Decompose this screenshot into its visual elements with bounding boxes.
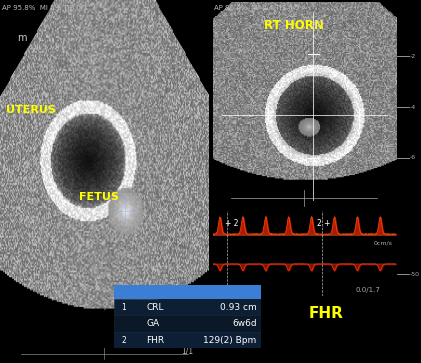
Text: UTERUS: UTERUS xyxy=(6,105,56,115)
Text: 6w6d: 6w6d xyxy=(232,319,256,328)
Text: m: m xyxy=(313,19,323,29)
Text: 0cm/s: 0cm/s xyxy=(374,240,393,245)
Text: 129(2) Bpm: 129(2) Bpm xyxy=(203,336,256,345)
Text: m: m xyxy=(17,33,26,43)
Text: 1/1: 1/1 xyxy=(182,347,194,356)
Bar xyxy=(114,332,261,348)
Text: GA: GA xyxy=(146,319,159,328)
Text: 1/1: 1/1 xyxy=(378,145,390,154)
Text: AP 96.4%  MI 0.4 TIS 0.5: AP 96.4% MI 0.4 TIS 0.5 xyxy=(214,5,300,11)
Text: -2: -2 xyxy=(410,54,416,59)
Bar xyxy=(114,315,261,332)
Text: 0.0/1.7: 0.0/1.7 xyxy=(355,287,380,293)
Text: 2 +: 2 + xyxy=(317,219,330,228)
Text: -4: -4 xyxy=(410,105,416,110)
Text: 1: 1 xyxy=(121,303,126,312)
Text: FETUS: FETUS xyxy=(79,192,119,203)
Text: 2: 2 xyxy=(121,336,126,345)
Text: -6: -6 xyxy=(410,155,416,160)
Text: AP 95.8%  MI 0.5 TIS 0.1: AP 95.8% MI 0.5 TIS 0.1 xyxy=(2,5,88,12)
Text: FHR: FHR xyxy=(309,306,344,322)
Text: + 2: + 2 xyxy=(225,219,239,228)
Text: CRL: CRL xyxy=(146,303,164,312)
Bar xyxy=(114,299,261,315)
Text: -50: -50 xyxy=(410,272,420,277)
Text: 0.93 cm: 0.93 cm xyxy=(220,303,256,312)
Text: RT HORN: RT HORN xyxy=(264,19,324,32)
Text: FHR: FHR xyxy=(146,336,164,345)
Bar xyxy=(114,285,261,299)
